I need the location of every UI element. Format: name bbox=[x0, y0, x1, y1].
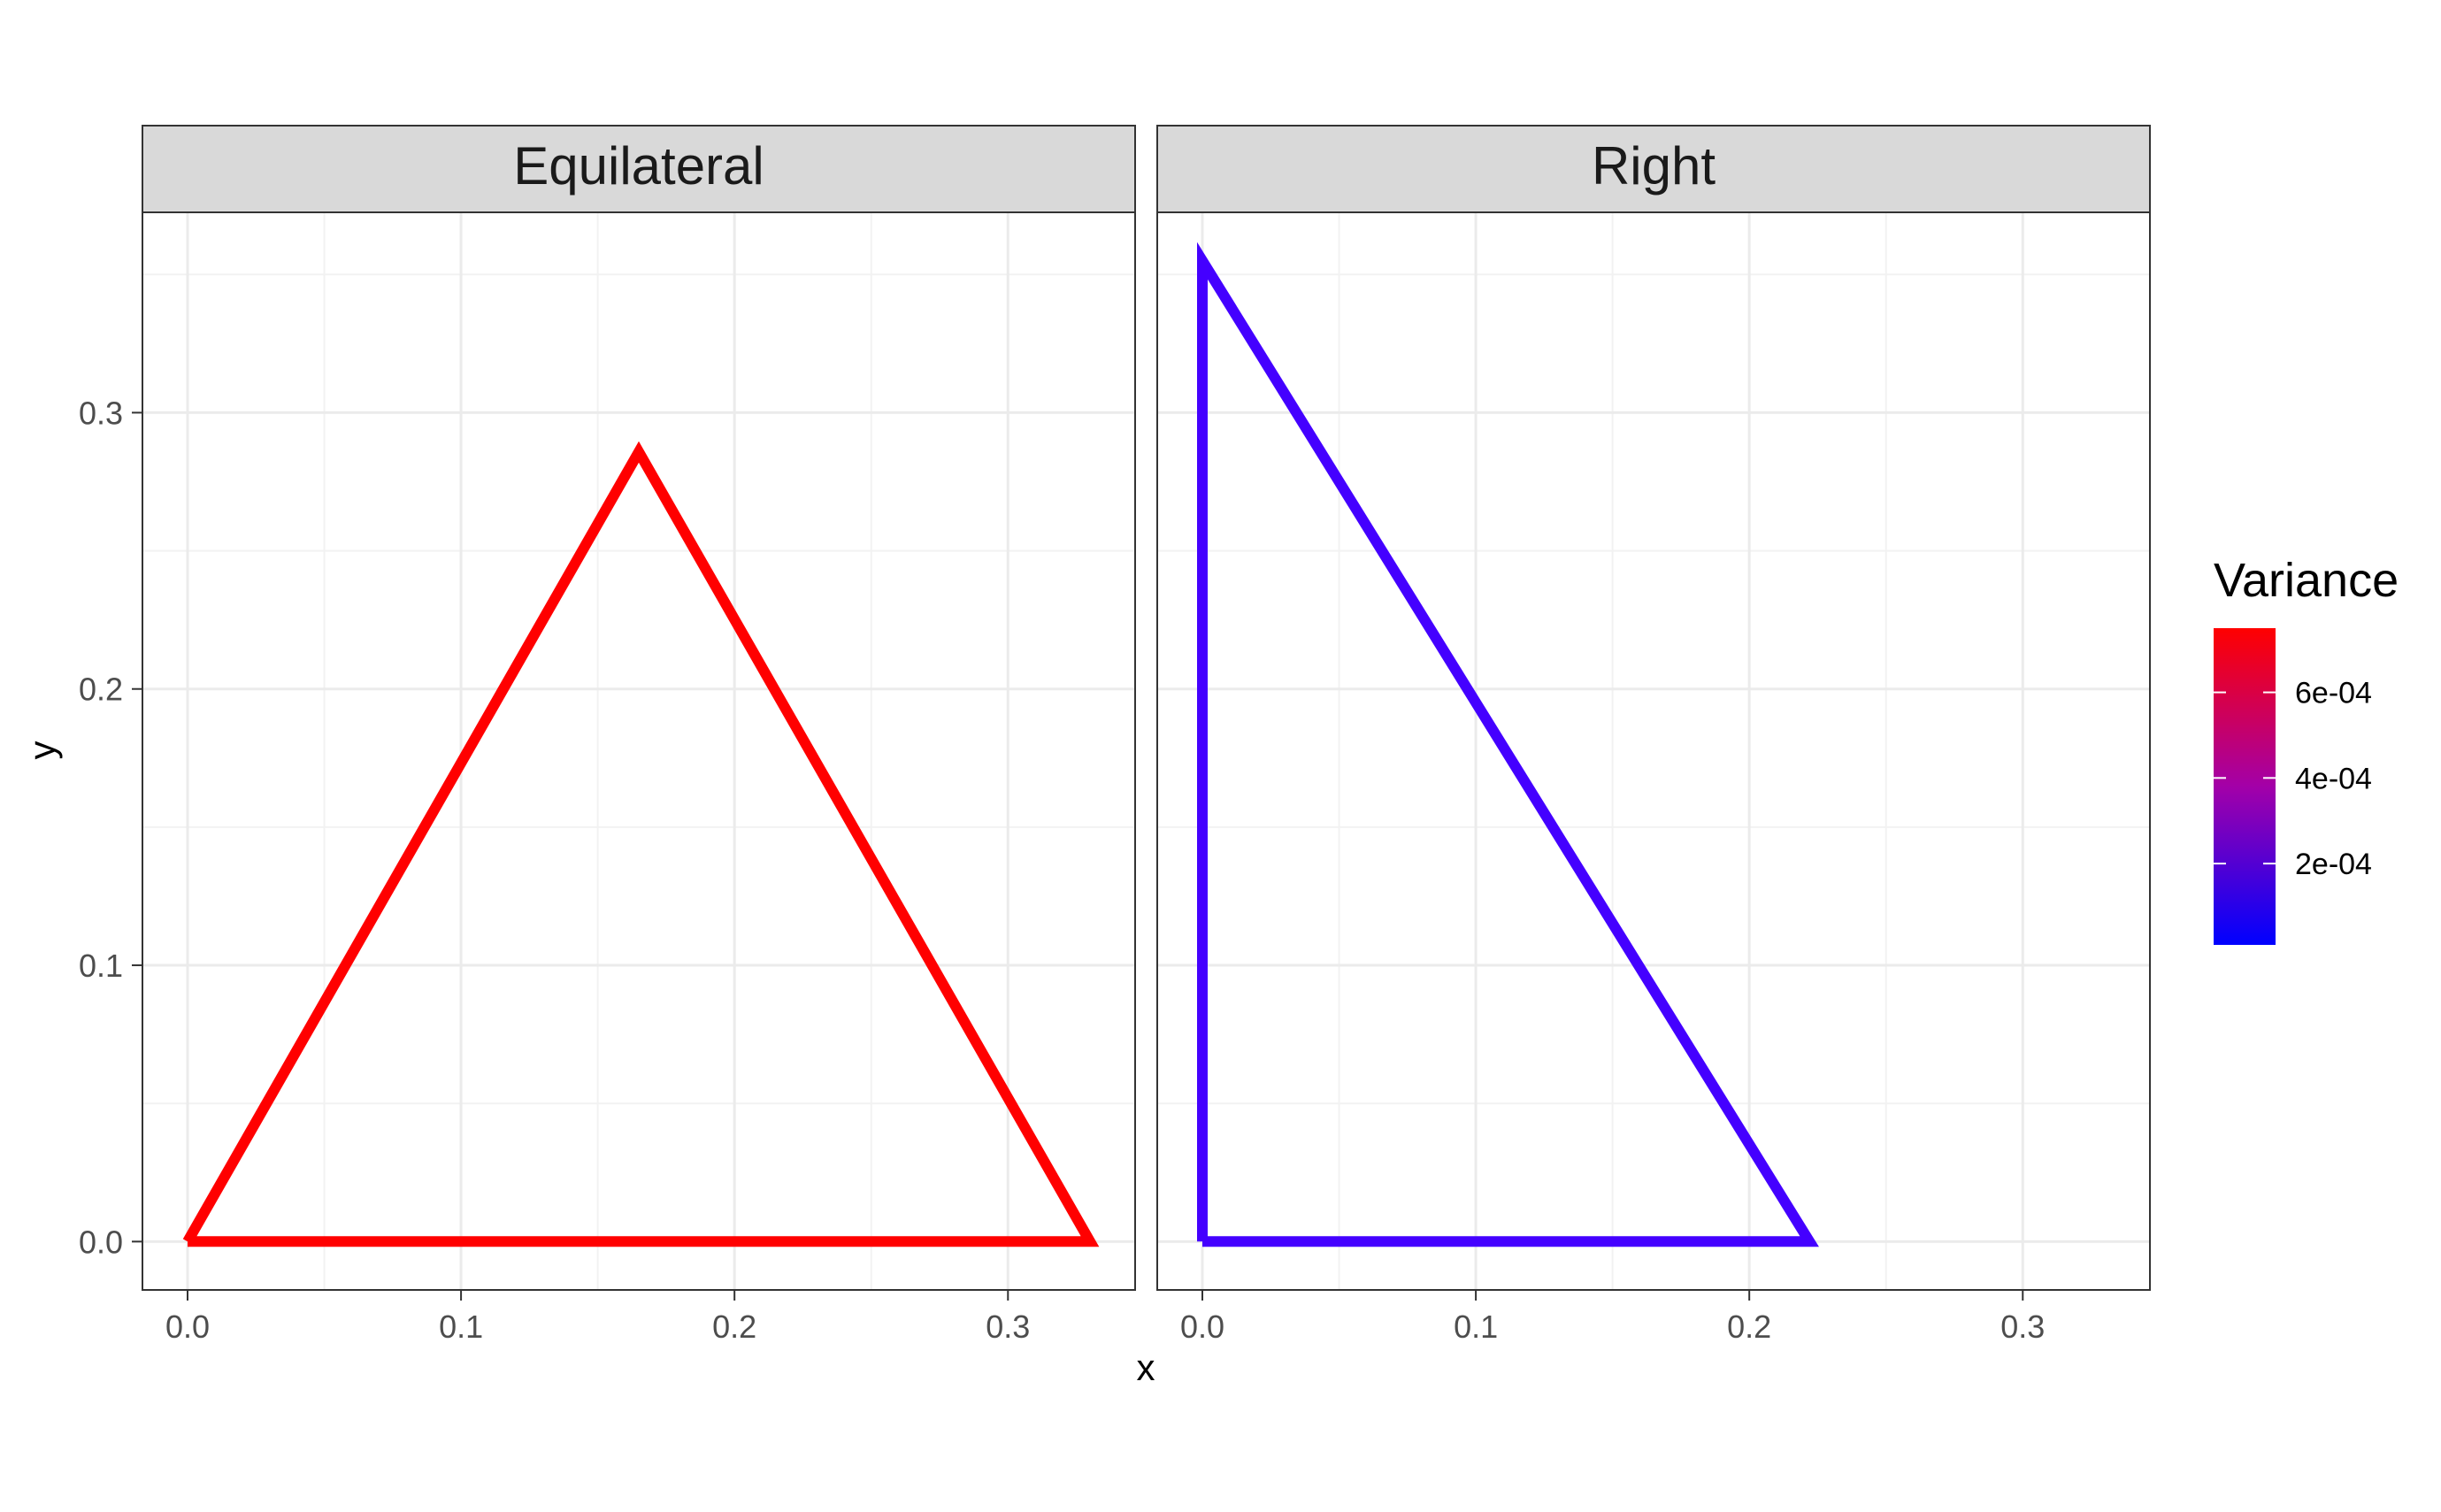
facet-strip bbox=[1156, 125, 2151, 213]
x-tick-label: 0.0 bbox=[165, 1309, 210, 1345]
x-axis-title: x bbox=[1137, 1347, 1155, 1388]
x-tick-label: 0.2 bbox=[712, 1309, 756, 1345]
legend: Variance 2e-04 4e-04 6e-04 bbox=[2214, 554, 2399, 945]
facet-strip-label: Equilateral bbox=[513, 136, 764, 196]
x-tick-label: 0.1 bbox=[1454, 1309, 1498, 1345]
legend-colorbar bbox=[2214, 628, 2276, 945]
legend-title: Variance bbox=[2214, 554, 2399, 607]
facet-panel-equilateral: Equilateral 0.0 0.1 0.2 0.3 0.0 0.1 0.2 0.3 bbox=[79, 125, 1136, 1345]
x-tick-label: 0.0 bbox=[1180, 1309, 1224, 1345]
y-tick-label: 0.1 bbox=[79, 948, 123, 984]
legend-tick-label: 2e-04 bbox=[2295, 848, 2372, 881]
x-tick-label: 0.3 bbox=[986, 1309, 1030, 1345]
x-tick-label: 0.1 bbox=[439, 1309, 483, 1345]
x-tick-label: 0.2 bbox=[1727, 1309, 1771, 1345]
y-axis-title: y bbox=[21, 741, 63, 760]
series-path-equilateral bbox=[182, 441, 1100, 1247]
panel-background bbox=[142, 212, 1135, 1290]
facet-strip bbox=[142, 125, 1136, 213]
x-tick-label: 0.3 bbox=[2000, 1309, 2045, 1345]
panel-background bbox=[1157, 212, 2150, 1290]
legend-tick-label: 4e-04 bbox=[2295, 762, 2372, 795]
y-tick-label: 0.3 bbox=[79, 395, 123, 431]
y-tick-label: 0.2 bbox=[79, 672, 123, 708]
y-tick-label: 0.0 bbox=[79, 1224, 123, 1260]
legend-tick-label: 6e-04 bbox=[2295, 677, 2372, 710]
series-path-right bbox=[1197, 242, 1819, 1247]
facet-strip-label: Right bbox=[1592, 136, 1716, 196]
legend-ticks: 2e-04 4e-04 6e-04 bbox=[2214, 677, 2372, 881]
facet-panel-right: Right 0.0 0.1 0.2 0.3 bbox=[1156, 125, 2151, 1345]
